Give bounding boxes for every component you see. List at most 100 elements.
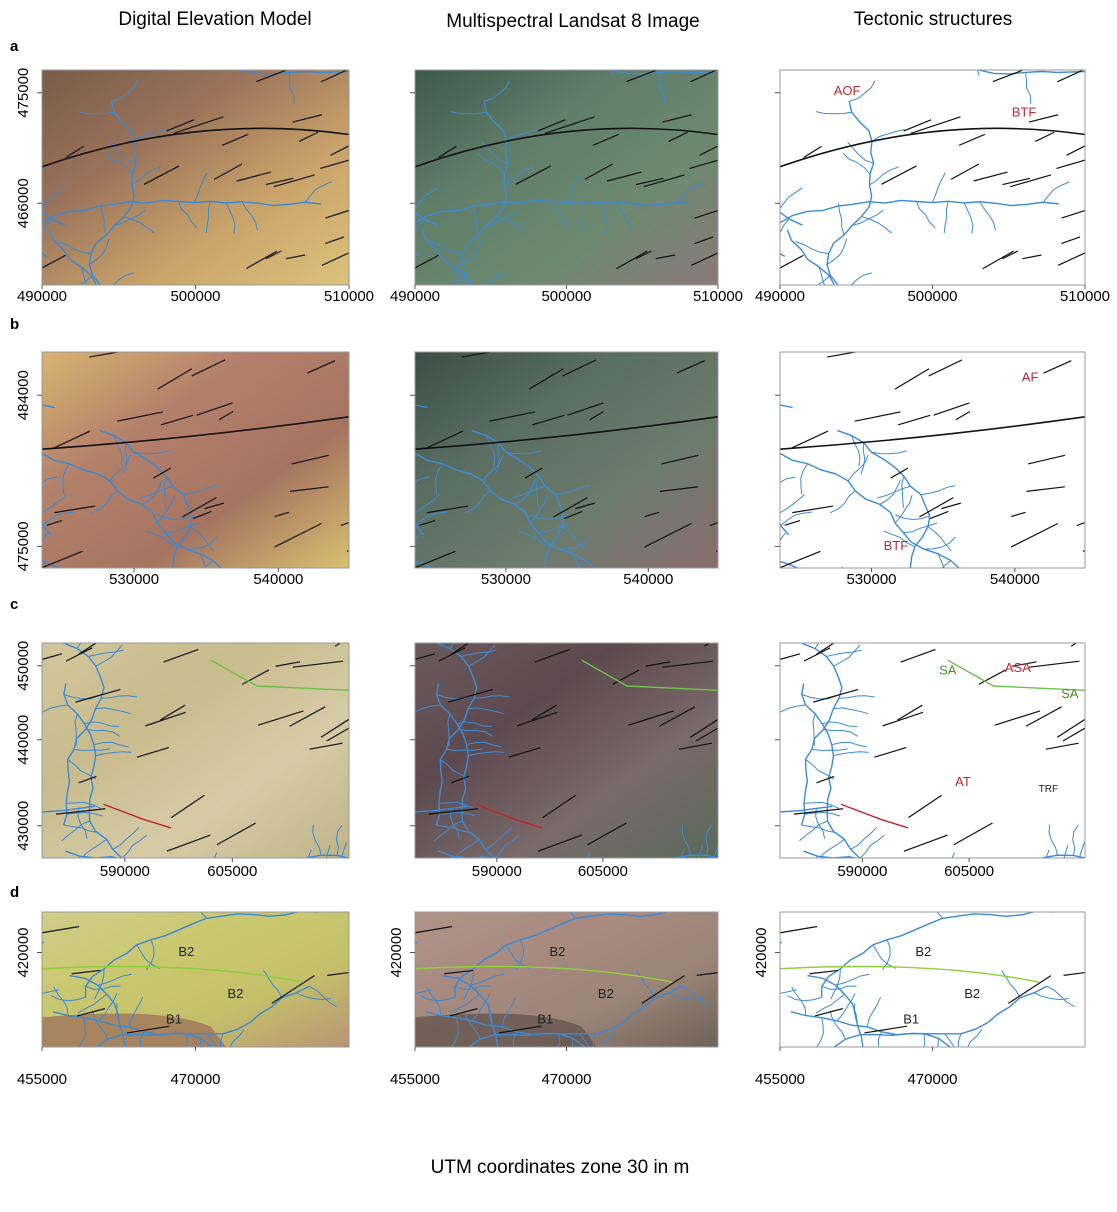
river-branch (806, 1131, 837, 1146)
river-branch (485, 827, 512, 850)
river-branch (927, 526, 952, 552)
river-branch (804, 812, 841, 817)
river-branch (747, 1128, 778, 1143)
row-label: d (10, 884, 19, 901)
fault (815, 643, 835, 655)
river-branch (112, 827, 140, 850)
panel-frame (779, 351, 1086, 569)
river-branch (871, 450, 907, 455)
x-tick-label: 490000 (755, 288, 805, 305)
river (63, 683, 123, 858)
river-branch (518, 530, 550, 548)
river-branch (385, 1174, 418, 1183)
river-branch (951, 852, 956, 858)
river-branch (42, 476, 58, 484)
river-branch (705, 824, 713, 856)
fault (346, 549, 349, 552)
river-branch (842, 153, 871, 175)
river-branch (882, 939, 891, 971)
fault (662, 660, 713, 668)
river-branch (426, 986, 442, 1016)
river-branch (829, 1010, 846, 1040)
river-branch (731, 1192, 761, 1207)
fault (589, 410, 605, 421)
river-branch (449, 643, 455, 649)
river-branch (463, 968, 475, 1000)
fault (1061, 236, 1081, 245)
river-branch (732, 1002, 765, 1014)
river-branch (344, 1138, 379, 1145)
river-branch (831, 741, 867, 748)
river-branch (449, 808, 460, 839)
river-branch (122, 442, 128, 475)
river-branch (879, 479, 902, 505)
river-branch (66, 812, 103, 817)
fault (890, 467, 909, 479)
river-branch (304, 181, 332, 203)
river-branch (572, 1038, 574, 1047)
river-branch (108, 316, 141, 326)
river-branch (979, 201, 997, 231)
river (99, 429, 193, 568)
river-branch (1089, 71, 1105, 99)
fault (903, 119, 932, 132)
river-branch (967, 1029, 983, 1047)
river-branch (402, 1188, 435, 1201)
river-branch (904, 343, 940, 347)
fault (275, 661, 301, 667)
river-branch (785, 868, 818, 879)
river-branch (501, 997, 516, 1027)
map-panel (0, 912, 435, 1201)
river-branch (0, 1024, 32, 1028)
river-branch (558, 1033, 560, 1047)
river-branch (860, 442, 866, 475)
river-branch (382, 620, 415, 632)
major-fault (415, 416, 718, 450)
annotation: B2 (227, 986, 243, 1001)
river-branch (104, 566, 107, 568)
fault (628, 710, 674, 726)
fault (994, 710, 1041, 726)
river-branch (107, 298, 123, 325)
river-branch (154, 870, 157, 902)
river-branch (636, 970, 656, 999)
river-branch (836, 993, 856, 1022)
river-branch (945, 601, 974, 619)
river-branch (514, 479, 537, 505)
river-branch (1048, 824, 1058, 856)
fault (919, 497, 954, 518)
map-panel (42, 352, 349, 568)
river-branch (1090, 1047, 1117, 1067)
river-branch (399, 694, 402, 726)
river (88, 101, 137, 285)
river-branch (723, 1047, 750, 1067)
river (807, 974, 864, 1047)
fault (1011, 661, 1037, 667)
river-branch (277, 1080, 308, 1093)
river-branch (592, 1033, 597, 1047)
river-branch (814, 872, 838, 895)
fault (553, 497, 588, 518)
river-branch (80, 266, 88, 285)
fault (516, 711, 558, 727)
river-branch (754, 1174, 787, 1183)
fault (160, 414, 194, 426)
river-branch (587, 884, 588, 916)
river-branch (354, 537, 364, 567)
river-branch (455, 1112, 488, 1122)
river-branch (1099, 1078, 1117, 1087)
fault (659, 706, 696, 727)
river-branch (77, 993, 108, 1014)
river-branch (497, 1091, 531, 1099)
x-tick-label: 455000 (755, 1071, 805, 1088)
river-branch (555, 484, 590, 496)
river-branch (649, 1080, 680, 1093)
fault (438, 145, 457, 158)
river-branch (562, 526, 587, 552)
river-branch (447, 713, 451, 746)
fault (461, 352, 494, 358)
fault (874, 747, 907, 758)
river-branch (579, 1033, 591, 1047)
river-branch (674, 0, 708, 5)
river-branch (183, 484, 218, 496)
